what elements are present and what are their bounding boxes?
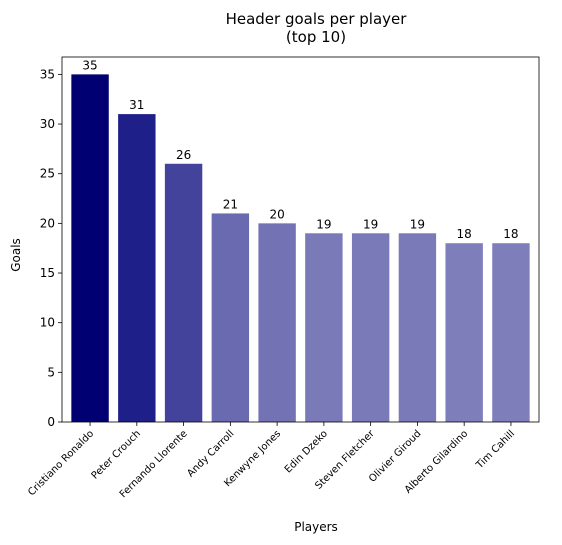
bar-value-label: 18 bbox=[457, 227, 472, 241]
bar bbox=[398, 233, 437, 422]
chart-title-line: Header goals per player bbox=[226, 10, 408, 28]
y-tick-label: 20 bbox=[40, 216, 55, 230]
bar-value-label: 31 bbox=[129, 98, 144, 112]
y-tick-label: 30 bbox=[40, 117, 55, 131]
bar bbox=[211, 213, 250, 422]
y-tick-label: 0 bbox=[47, 415, 55, 429]
bar-value-label: 19 bbox=[363, 217, 378, 231]
bar bbox=[71, 74, 109, 422]
plot-frame bbox=[61, 56, 540, 423]
bar-value-label: 21 bbox=[223, 197, 238, 211]
bar-value-label: 35 bbox=[82, 58, 97, 72]
y-tick-label: 35 bbox=[40, 67, 55, 81]
bar bbox=[258, 223, 296, 422]
bar bbox=[305, 233, 343, 422]
x-axis-label: Players bbox=[294, 520, 338, 534]
x-tick-label: Peter Crouch bbox=[90, 428, 143, 481]
chart-title: Header goals per player (top 10) bbox=[226, 10, 408, 46]
bar-value-label: 19 bbox=[316, 217, 331, 231]
bar bbox=[492, 243, 530, 422]
y-tick-label: 25 bbox=[40, 167, 55, 181]
bar bbox=[351, 233, 390, 422]
bar-value-label: 26 bbox=[176, 148, 191, 162]
bar bbox=[445, 243, 483, 422]
x-tick-label: Cristiano Ronaldo bbox=[26, 428, 96, 498]
y-tick-label: 15 bbox=[40, 266, 55, 280]
bar-value-label: 20 bbox=[269, 207, 284, 221]
bar-value-label: 19 bbox=[410, 217, 425, 231]
chart-title-line: (top 10) bbox=[286, 28, 346, 46]
bar bbox=[164, 163, 203, 422]
y-tick-label: 5 bbox=[47, 365, 55, 379]
bar bbox=[118, 114, 156, 423]
y-axis-label: Goals bbox=[9, 238, 23, 272]
x-tick-label: Edin Dzeko bbox=[283, 428, 330, 475]
bar-value-label: 18 bbox=[503, 227, 518, 241]
y-tick-label: 10 bbox=[40, 316, 55, 330]
x-tick-label: Tim Cahill bbox=[474, 428, 517, 471]
x-tick-label: Andy Carroll bbox=[185, 428, 236, 479]
